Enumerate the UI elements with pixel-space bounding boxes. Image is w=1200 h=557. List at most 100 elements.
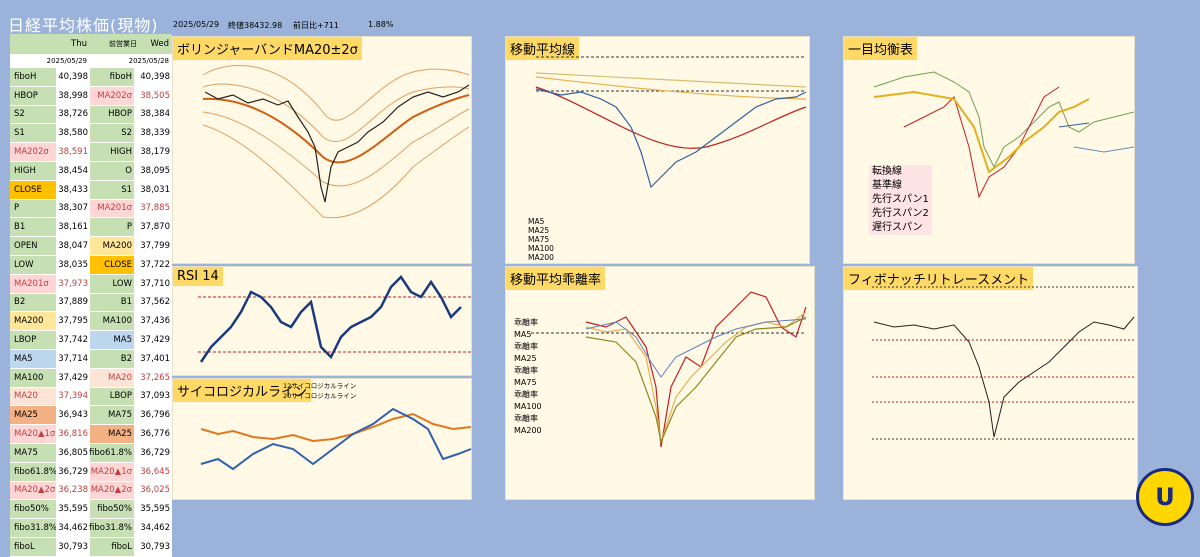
- table-row: fibo61.8% 36,729 MA20▲1σ 36,645: [10, 462, 172, 482]
- table-cell: 38,998: [56, 86, 90, 105]
- table-cell: S1: [10, 124, 56, 143]
- table-cell: O: [90, 161, 134, 180]
- table-cell: 37,870: [134, 218, 172, 237]
- table-header: Thu 前営業日 Wed: [10, 34, 172, 54]
- table-cell: fiboL: [10, 537, 56, 556]
- table-cell: 38,454: [56, 161, 90, 180]
- deviation-legend-9: MA200: [514, 426, 542, 435]
- ma-chart: [535, 56, 807, 189]
- ichimoku-legend-0: 転換線: [872, 166, 902, 177]
- table-cell: 36,238: [56, 481, 90, 500]
- table-cell: S2: [90, 124, 134, 143]
- table-cell: B1: [10, 218, 56, 237]
- table-row: MA100 37,429 MA20 37,265: [10, 368, 172, 388]
- table-cell: 35,595: [56, 500, 90, 519]
- header-close: 終値38432.98: [228, 21, 283, 30]
- ma-legend-2: MA75: [528, 235, 550, 244]
- table-cell: MA75: [10, 443, 56, 462]
- table-row: B1 38,161 P 37,870: [10, 218, 172, 238]
- table-cell: S2: [10, 105, 56, 124]
- table-cell: fibo61.8%: [10, 462, 57, 481]
- ma-legend-3: MA100: [528, 244, 554, 253]
- ichimoku-panel: 一目均衡表 転換線 基準線 先行スパン1 先行スパン2 遅行スパン: [843, 36, 1135, 264]
- table-cell: MA20▲1σ: [10, 425, 56, 443]
- table-cell: 36,025: [134, 481, 172, 500]
- table-cell: fiboH: [10, 68, 56, 86]
- table-cell: MA20▲2σ: [10, 481, 56, 500]
- deviation-panel: 移動平均乖離率 乖離率 MA5 乖離率 MA25 乖離率 MA75 乖離率 MA…: [505, 266, 815, 500]
- table-row: HBOP 38,998 MA202σ 38,505: [10, 86, 172, 106]
- table-row: OPEN 38,047 MA200 37,799: [10, 237, 172, 256]
- psy-legend-1: 20サイコロジカルライン: [283, 392, 357, 400]
- table-cell: LBOP: [90, 387, 134, 406]
- table-cell: 37,799: [134, 237, 172, 255]
- table-cell: 35,595: [134, 500, 172, 519]
- table-cell: MA5: [10, 349, 56, 368]
- table-cell: 38,339: [134, 124, 172, 143]
- ichimoku-legend-1: 基準線: [872, 180, 902, 191]
- table-cell: 38,307: [56, 199, 90, 218]
- table-cell: HBOP: [90, 105, 134, 124]
- ma-legend: MA5 MA25 MA75 MA100 MA200: [528, 217, 554, 262]
- header-prev: 前営業日: [109, 40, 137, 48]
- table-cell: 38,384: [134, 105, 172, 124]
- page-title: 日経平均株価(現物): [8, 16, 159, 35]
- table-cell: 37,394: [56, 387, 90, 406]
- ichimoku-legend-4: 遅行スパン: [872, 222, 923, 233]
- date-wed: 2025/05/28: [128, 57, 169, 65]
- table-cell: 36,729: [134, 443, 172, 462]
- table-cell: 37,795: [56, 312, 90, 331]
- table-cell: 37,973: [56, 274, 90, 293]
- table-row: fiboL 30,793 fiboL 30,793: [10, 537, 172, 557]
- table-row: MA5 37,714 B2 37,401: [10, 349, 172, 369]
- table-cell: MA75: [90, 406, 134, 425]
- deviation-legend-6: 乖離率: [514, 390, 538, 399]
- bollinger-panel: ボリンジャーバンドMA20±2σ: [172, 36, 472, 264]
- table-cell: 37,889: [56, 293, 90, 312]
- table-cell: MA100: [10, 368, 56, 387]
- ma-panel: 移動平均線 MA5 MA25 MA75 MA100 MA200: [505, 36, 810, 264]
- table-cell: 38,095: [134, 161, 172, 180]
- deviation-chart: [531, 291, 807, 448]
- table-cell: B2: [10, 293, 56, 312]
- table-cell: 30,793: [134, 537, 172, 556]
- table-row: MA201σ 37,973 LOW 37,710: [10, 274, 172, 294]
- ichimoku-legend-3: 先行スパン2: [872, 208, 929, 219]
- table-row: MA75 36,805 fibo61.8% 36,729: [10, 443, 172, 463]
- table-cell: 38,726: [56, 105, 90, 124]
- table-cell: 40,398: [56, 68, 90, 86]
- table-row: fiboH 40,398 fiboH 40,398: [10, 68, 172, 87]
- table-cell: 38,035: [56, 255, 90, 274]
- logo-letter: U: [1155, 483, 1175, 511]
- rsi-title: RSI 14: [173, 267, 223, 286]
- table-cell: 37,436: [134, 312, 172, 331]
- bollinger-title: ボリンジャーバンドMA20±2σ: [173, 37, 362, 60]
- table-cell: 38,591: [56, 143, 90, 161]
- table-cell: 36,805: [56, 443, 90, 462]
- table-cell: 30,793: [56, 537, 90, 556]
- table-cell: MA20▲2σ: [90, 481, 134, 500]
- table-cell: LBOP: [10, 331, 56, 349]
- table-cell: 34,462: [56, 519, 90, 537]
- table-cell: 36,729: [56, 462, 90, 481]
- table-cell: MA25: [10, 406, 56, 425]
- table-cell: fibo50%: [90, 500, 134, 519]
- table-cell: MA20▲1σ: [90, 462, 134, 481]
- fibo-title: フィボナッチリトレースメント: [844, 267, 1034, 290]
- ma-legend-0: MA5: [528, 217, 545, 226]
- table-row: MA202σ 38,591 HIGH 38,179: [10, 143, 172, 162]
- header-change: 前日比+711: [293, 21, 339, 30]
- table-cell: P: [90, 218, 134, 237]
- deviation-legend: 乖離率 MA5 乖離率 MA25 乖離率 MA75 乖離率 MA100 乖離率 …: [514, 317, 542, 437]
- table-cell: fibo61.8%: [89, 443, 134, 462]
- table-cell: 38,031: [134, 180, 172, 199]
- header-pct: 1.88%: [368, 20, 394, 29]
- table-cell: HIGH: [10, 161, 56, 180]
- table-cell: 37,742: [56, 331, 90, 349]
- table-row: LBOP 37,742 MA5 37,429: [10, 331, 172, 350]
- table-dates: 2025/05/29 2025/05/28: [10, 54, 172, 68]
- header-date: 2025/05/29: [173, 20, 220, 29]
- psy-panel: サイコロジカルライン 12サイコロジカルライン 20サイコロジカルライン: [172, 378, 472, 500]
- table-row: B2 37,889 B1 37,562: [10, 293, 172, 313]
- table-row: MA20 37,394 LBOP 37,093: [10, 387, 172, 407]
